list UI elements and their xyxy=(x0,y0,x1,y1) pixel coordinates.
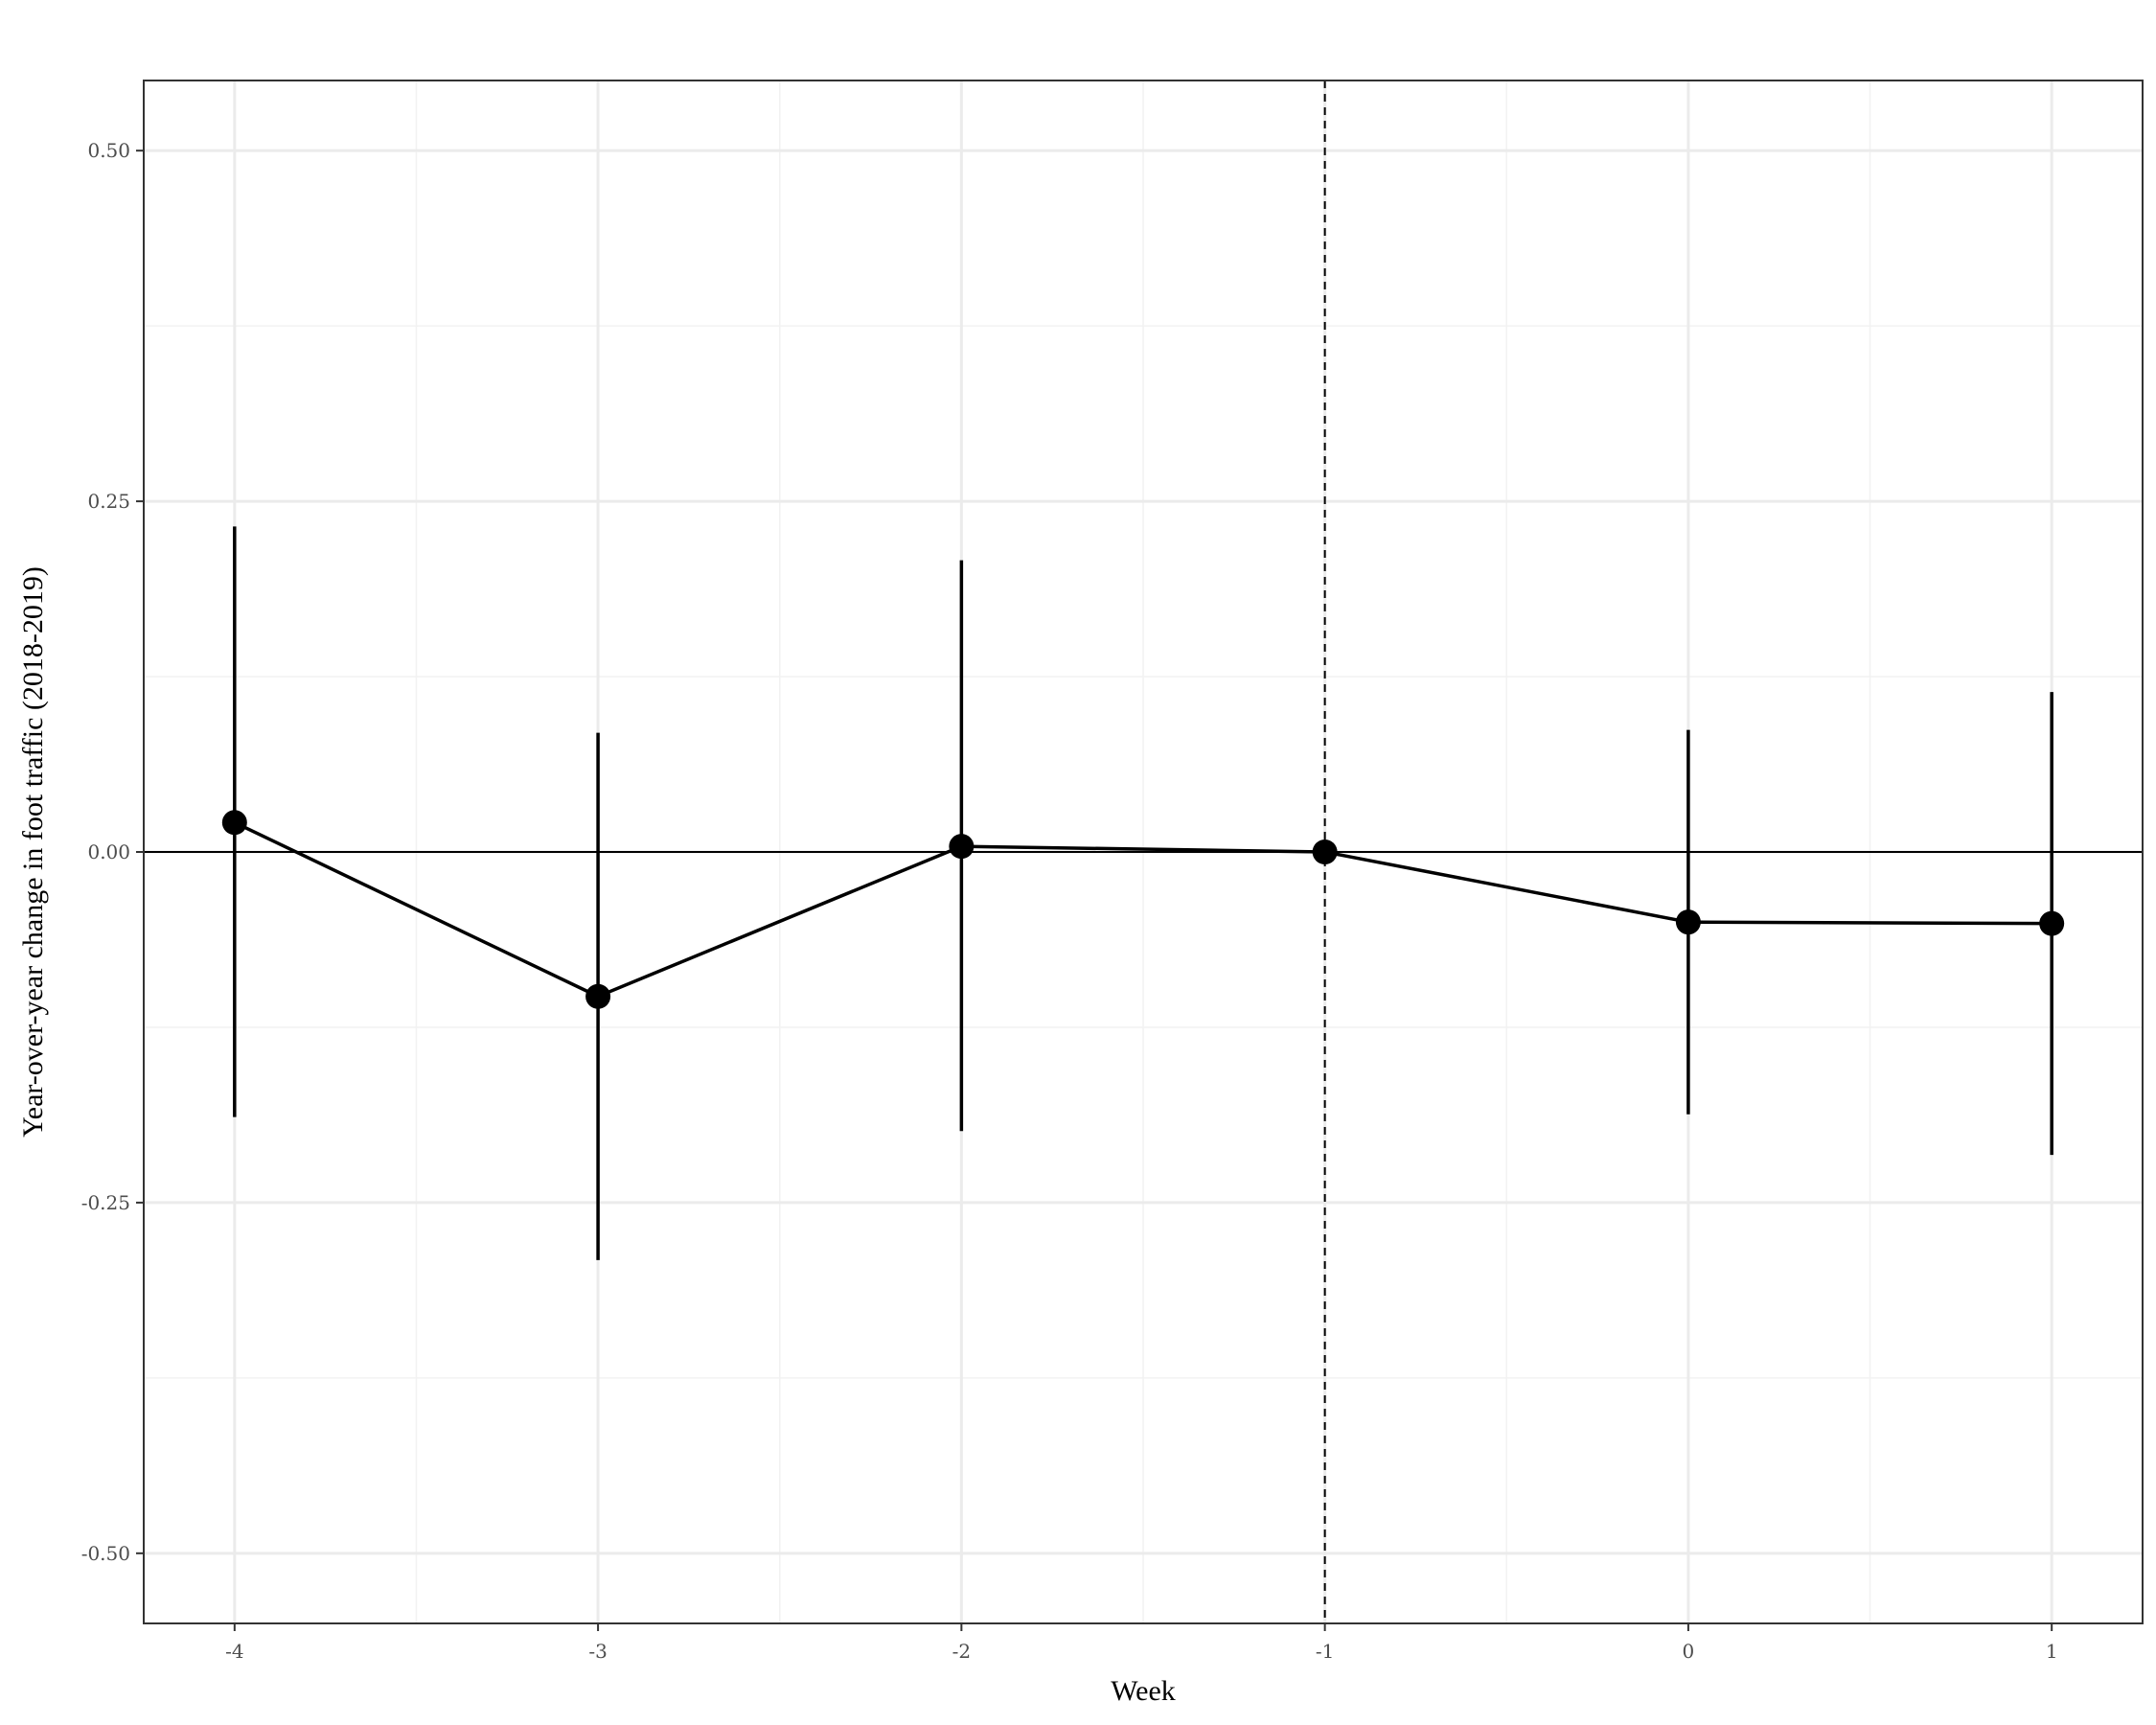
series-line-group xyxy=(234,820,2053,999)
x-axis-ticks: -4 -3 -2 -1 0 1 xyxy=(225,1623,2058,1663)
x-tick-label: -2 xyxy=(952,1640,971,1663)
data-point xyxy=(1675,909,1701,935)
y-axis-title: Year-over-year change in foot traffic (2… xyxy=(17,566,49,1138)
x-tick-label: 1 xyxy=(2046,1640,2058,1663)
x-tick-label: -3 xyxy=(588,1640,607,1663)
data-point xyxy=(949,834,975,860)
y-tick-label: 0.25 xyxy=(87,490,130,513)
x-tick-label: 0 xyxy=(1683,1640,1695,1663)
x-tick-label: -4 xyxy=(225,1640,243,1663)
x-axis-title: Week xyxy=(1111,1675,1176,1707)
data-points xyxy=(221,810,2065,1009)
series-line xyxy=(234,820,2053,999)
x-tick-label: -1 xyxy=(1316,1640,1334,1663)
data-point xyxy=(2039,910,2065,936)
y-axis-ticks: -0.50 -0.25 0.00 0.25 0.50 xyxy=(81,139,144,1565)
y-tick-label: -0.50 xyxy=(81,1542,130,1565)
data-point xyxy=(1312,840,1338,864)
y-tick-label: 0.50 xyxy=(87,139,130,162)
y-tick-label: -0.25 xyxy=(81,1191,130,1214)
data-point xyxy=(585,983,611,1009)
data-point xyxy=(221,810,247,836)
y-tick-label: 0.00 xyxy=(87,840,130,863)
